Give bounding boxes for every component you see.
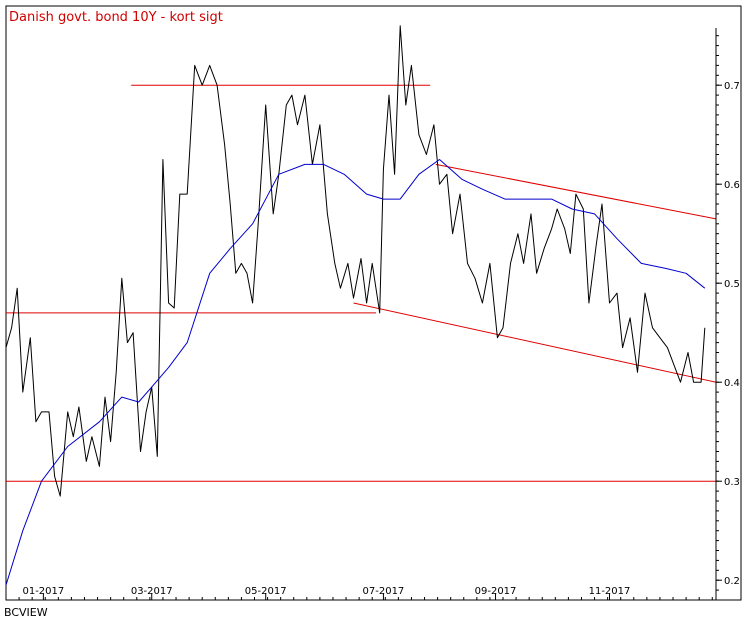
series-layer (5, 25, 706, 586)
y-tick-label: 0.4 (724, 378, 740, 389)
y-tick-label: 0.6 (724, 180, 740, 191)
y-tick-label: 0.7 (724, 81, 740, 92)
x-tick-label: 09-2017 (475, 586, 517, 597)
reference-line-channel-lower-4 (353, 302, 717, 383)
x-tick-label: 05-2017 (245, 586, 287, 597)
x-tick-label: 01-2017 (22, 586, 64, 597)
y-tick-label: 0.5 (724, 279, 740, 290)
source-label: BCVIEW (4, 606, 48, 619)
series-line-ma (5, 159, 706, 586)
y-tick-label: 0.2 (724, 576, 740, 587)
plot-frame (5, 5, 742, 601)
reference-lines (6, 84, 717, 482)
x-tick-label: 11-2017 (589, 586, 631, 597)
reference-line-channel-upper-3 (435, 163, 717, 220)
axes: 0.2 0.3 0.4 0.5 0.6 0.7 01-2017 03-2017 05-2017 0… (5, 28, 740, 600)
x-tick-label: 03-2017 (131, 586, 173, 597)
series-line-price (5, 25, 706, 497)
x-tick-label: 07-2017 (363, 586, 405, 597)
chart-title: Danish govt. bond 10Y - kort sigt (9, 10, 223, 25)
y-tick-label: 0.3 (724, 477, 740, 488)
